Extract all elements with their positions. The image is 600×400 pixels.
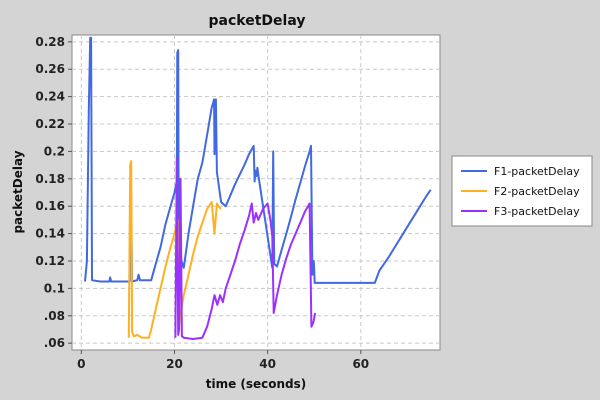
- legend-label-f1: F1-packetDelay: [494, 165, 580, 178]
- y-tick-label: 0.16: [35, 199, 65, 213]
- y-tick-label: 0.14: [35, 227, 65, 241]
- y-tick-label: 0.2: [44, 144, 65, 158]
- y-tick-label: 0.28: [35, 35, 65, 49]
- x-tick-label: 60: [352, 357, 369, 371]
- legend-label-f2: F2-packetDelay: [494, 185, 580, 198]
- series-line-f3: [174, 157, 317, 340]
- x-tick-label: 0: [77, 357, 85, 371]
- y-tick-label: 0.22: [35, 117, 65, 131]
- series-lines: [84, 36, 432, 340]
- legend: F1-packetDelay F2-packetDelay F3-packetDel…: [451, 155, 593, 227]
- legend-label-f3: F3-packetDelay: [494, 205, 580, 218]
- y-tick-label: 0.26: [35, 62, 65, 76]
- y-axis-title: packetDelay: [11, 150, 25, 233]
- y-tick-label: 0.24: [35, 90, 65, 104]
- x-tick-label: 40: [259, 357, 276, 371]
- plot-area: [71, 34, 441, 351]
- y-tick-label: .08: [44, 309, 65, 323]
- y-tick-label: 0.1: [44, 281, 65, 295]
- chart-title: packetDelay: [209, 13, 306, 29]
- y-tick-label: .06: [44, 336, 65, 350]
- y-tick-label: 0.18: [35, 172, 65, 186]
- x-axis-title: time (seconds): [206, 377, 307, 391]
- axes: 0 20 40 60 .06 .08 0.1 0.12 0.14 0.16 0.18 0.2 0.22 0…: [35, 35, 369, 371]
- y-tick-label: 0.12: [35, 254, 65, 268]
- x-tick-label: 20: [166, 357, 183, 371]
